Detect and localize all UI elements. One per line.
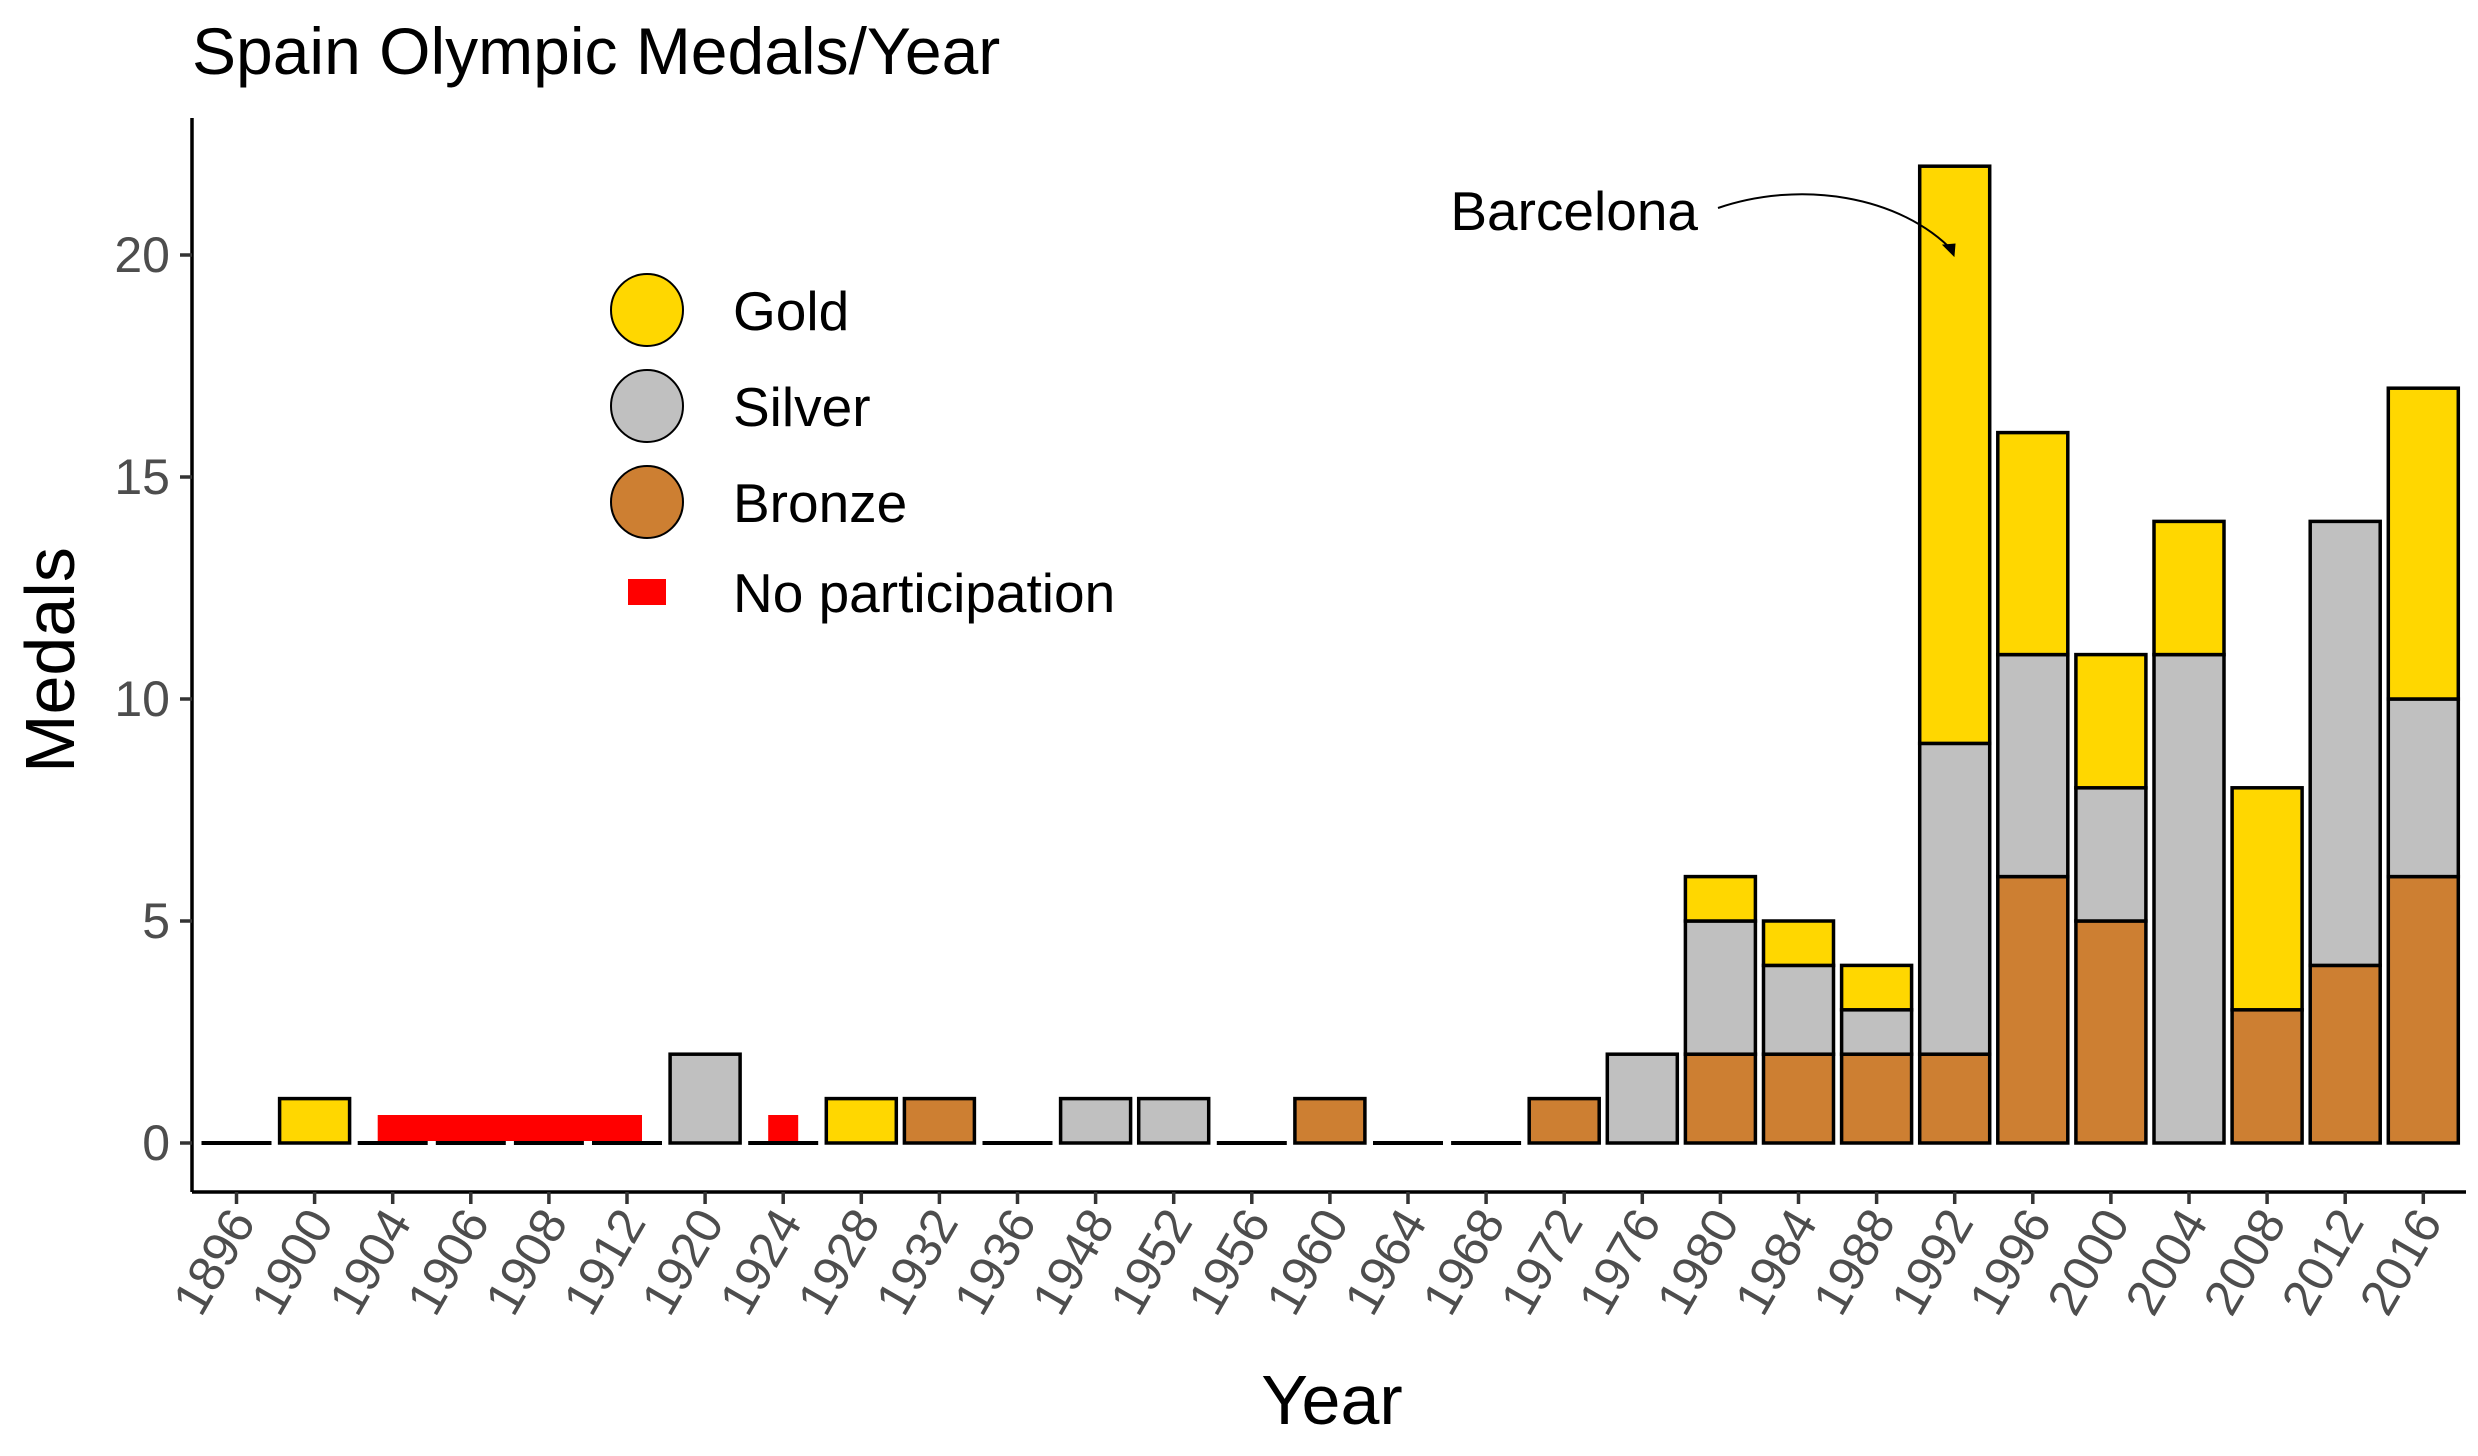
legend: Gold Silver Bronze No participation xyxy=(610,273,1115,624)
y-axis-title: Medals xyxy=(11,547,89,773)
bar-silver-1952 xyxy=(1136,1096,1211,1145)
annotation-label: Barcelona xyxy=(1450,180,1698,242)
bar-bronze-1932 xyxy=(902,1096,977,1145)
bar-gold-2000 xyxy=(2074,652,2148,790)
x-tick-label-1906: 1906 xyxy=(396,1200,500,1324)
x-tick-labels: 1896190019041906190819121920192419281932… xyxy=(162,1192,2453,1324)
x-tick-label-1920: 1920 xyxy=(631,1200,735,1324)
annotation-arrow-head xyxy=(1941,243,1956,258)
bar-bronze-1984 xyxy=(1761,1052,1836,1145)
x-tick-label-1976: 1976 xyxy=(1568,1200,1672,1324)
x-tick-label-1924: 1924 xyxy=(709,1200,813,1324)
x-tick-label-2008: 2008 xyxy=(2193,1200,2297,1324)
bar-gold-1996 xyxy=(1996,430,2070,657)
bar-bronze-2000 xyxy=(2074,919,2148,1145)
x-tick-label-1904: 1904 xyxy=(318,1200,422,1324)
x-tick-label-1968: 1968 xyxy=(1412,1200,1516,1324)
y-tick-label-10: 10 xyxy=(114,671,170,727)
legend-label-silver: Silver xyxy=(733,376,871,438)
bar-silver-1920 xyxy=(668,1052,742,1145)
bar-silver-2004 xyxy=(2152,652,2226,1145)
bar-gold-1928 xyxy=(824,1096,899,1145)
legend-key-gold xyxy=(610,273,684,347)
legend-label-no-participation: No participation xyxy=(733,562,1115,624)
x-tick-label-1936: 1936 xyxy=(943,1200,1047,1324)
y-tick-label-5: 5 xyxy=(142,893,170,949)
bar-gold-2016 xyxy=(2386,386,2461,701)
bar-silver-1976 xyxy=(1605,1052,1680,1145)
legend-label-gold: Gold xyxy=(733,280,849,342)
legend-key-silver xyxy=(610,369,684,443)
x-tick-label-1928: 1928 xyxy=(787,1200,891,1324)
bar-bronze-2008 xyxy=(2230,1008,2304,1145)
x-tick-label-1984: 1984 xyxy=(1724,1200,1828,1324)
x-tick-label-1932: 1932 xyxy=(865,1200,969,1324)
x-tick-label-1996: 1996 xyxy=(1958,1200,2062,1324)
bar-gold-1900 xyxy=(277,1096,352,1145)
bar-silver-1992 xyxy=(1917,741,1992,1056)
x-tick-label-1960: 1960 xyxy=(1255,1200,1359,1324)
x-tick-label-2016: 2016 xyxy=(2349,1200,2453,1324)
bar-gold-1988 xyxy=(1839,963,1914,1012)
barcelona-annotation: Barcelona xyxy=(1450,180,1956,258)
bar-bronze-1992 xyxy=(1917,1052,1992,1145)
bar-bronze-2012 xyxy=(2308,963,2382,1145)
x-tick-label-1956: 1956 xyxy=(1177,1200,1281,1324)
x-tick-label-1952: 1952 xyxy=(1099,1200,1203,1324)
y-tick-label-20: 20 xyxy=(114,227,170,283)
x-tick-label-1992: 1992 xyxy=(1880,1200,1984,1324)
bar-gold-2004 xyxy=(2152,519,2226,657)
bar-bronze-1980 xyxy=(1683,1052,1758,1145)
x-tick-label-1900: 1900 xyxy=(240,1200,344,1324)
bar-bronze-1972 xyxy=(1527,1096,1601,1145)
x-tick-label-1972: 1972 xyxy=(1490,1200,1594,1324)
bar-bronze-1996 xyxy=(1996,874,2070,1145)
x-tick-label-2000: 2000 xyxy=(2036,1200,2140,1324)
x-tick-label-1912: 1912 xyxy=(552,1200,656,1324)
legend-key-no-participation xyxy=(628,579,666,605)
annotation-arrow-line xyxy=(1717,193,1955,253)
x-tick-label-1896: 1896 xyxy=(162,1200,266,1324)
no-participation-marker-1904-1912 xyxy=(377,1115,642,1141)
x-tick-label-1980: 1980 xyxy=(1646,1200,1750,1324)
chart-title: Spain Olympic Medals/Year xyxy=(192,14,1000,88)
x-tick-label-2004: 2004 xyxy=(2114,1200,2218,1324)
y-tick-labels: 0 5 10 15 20 xyxy=(114,227,192,1171)
bar-silver-1996 xyxy=(1996,652,2070,879)
x-tick-label-2012: 2012 xyxy=(2271,1200,2375,1324)
bar-silver-2016 xyxy=(2386,697,2461,879)
y-tick-label-0: 0 xyxy=(142,1115,170,1171)
bar-gold-1992 xyxy=(1917,164,1992,746)
bar-silver-2000 xyxy=(2074,786,2148,923)
x-tick-label-1948: 1948 xyxy=(1021,1200,1125,1324)
bar-bronze-1960 xyxy=(1293,1096,1367,1145)
x-tick-label-1964: 1964 xyxy=(1333,1200,1437,1324)
bar-bronze-2016 xyxy=(2386,874,2461,1145)
bar-silver-1984 xyxy=(1761,963,1836,1056)
legend-label-bronze: Bronze xyxy=(733,472,907,534)
bar-silver-1948 xyxy=(1058,1096,1133,1145)
bar-gold-1984 xyxy=(1761,919,1836,968)
bar-gold-1980 xyxy=(1683,874,1758,923)
legend-key-bronze xyxy=(610,465,684,539)
bar-silver-1988 xyxy=(1839,1008,1914,1056)
x-tick-label-1908: 1908 xyxy=(474,1200,578,1324)
bar-layer xyxy=(201,164,2461,1145)
bar-gold-2008 xyxy=(2230,786,2304,1012)
bar-silver-2012 xyxy=(2308,519,2382,968)
bar-silver-1980 xyxy=(1683,919,1758,1056)
x-axis-title: Year xyxy=(1261,1361,1402,1439)
y-tick-label-15: 15 xyxy=(114,449,170,505)
no-participation-marker-1924 xyxy=(768,1115,799,1141)
bar-bronze-1988 xyxy=(1839,1052,1914,1145)
x-tick-label-1988: 1988 xyxy=(1802,1200,1906,1324)
